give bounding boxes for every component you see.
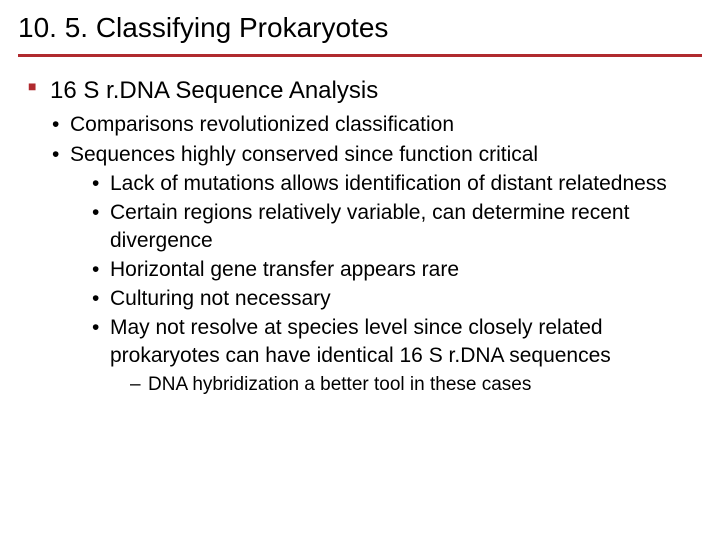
list-item: Culturing not necessary — [90, 285, 696, 312]
bullet-level-3: Lack of mutations allows identification … — [70, 170, 696, 398]
l2-text: Comparisons revolutionized classificatio… — [70, 113, 454, 136]
list-item: Horizontal gene transfer appears rare — [90, 256, 696, 283]
title-wrap: 10. 5. Classifying Prokaryotes — [0, 0, 720, 54]
content-area: 16 S r.DNA Sequence Analysis Comparisons… — [0, 57, 720, 398]
slide: 10. 5. Classifying Prokaryotes 16 S r.DN… — [0, 0, 720, 540]
list-item: 16 S r.DNA Sequence Analysis Comparisons… — [28, 75, 696, 398]
list-item: May not resolve at species level since c… — [90, 314, 696, 397]
l1-text: 16 S r.DNA Sequence Analysis — [50, 77, 378, 104]
l3-text: May not resolve at species level since c… — [110, 316, 611, 366]
list-item: Sequences highly conserved since functio… — [50, 141, 696, 398]
bullet-level-1: 16 S r.DNA Sequence Analysis Comparisons… — [28, 75, 696, 398]
slide-title: 10. 5. Classifying Prokaryotes — [18, 12, 702, 44]
l3-text: Certain regions relatively variable, can… — [110, 201, 629, 251]
list-item: Lack of mutations allows identification … — [90, 170, 696, 197]
l3-text: Lack of mutations allows identification … — [110, 172, 667, 195]
l3-text: Horizontal gene transfer appears rare — [110, 258, 459, 281]
bullet-level-4: DNA hybridization a better tool in these… — [110, 373, 696, 398]
list-item: Comparisons revolutionized classificatio… — [50, 111, 696, 138]
bullet-level-2: Comparisons revolutionized classificatio… — [50, 111, 696, 397]
l2-text: Sequences highly conserved since functio… — [70, 143, 538, 166]
list-item: Certain regions relatively variable, can… — [90, 199, 696, 254]
l3-text: Culturing not necessary — [110, 287, 331, 310]
list-item: DNA hybridization a better tool in these… — [130, 373, 696, 398]
l4-text: DNA hybridization a better tool in these… — [148, 374, 531, 395]
